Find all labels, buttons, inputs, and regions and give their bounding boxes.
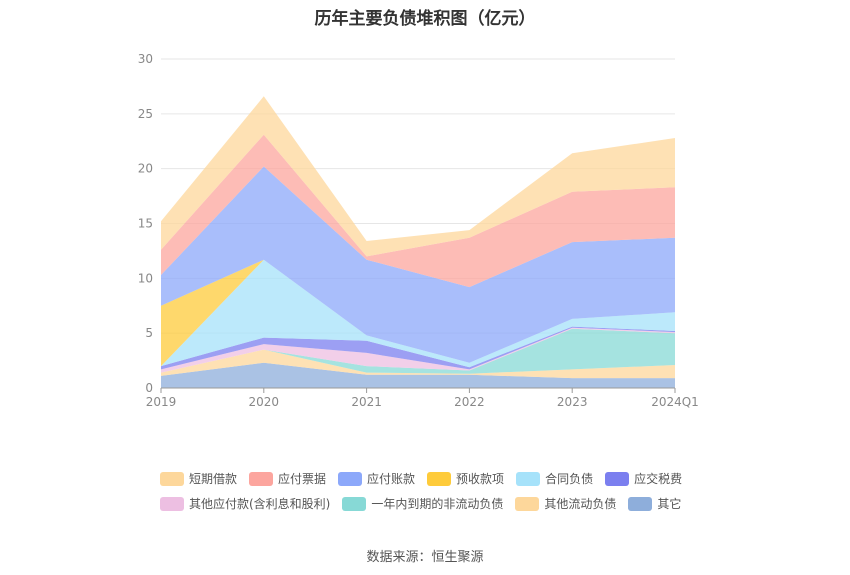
legend-item[interactable]: 应付账款 — [338, 470, 415, 487]
legend-swatch — [160, 471, 184, 486]
x-tick-label: 2020 — [249, 395, 280, 409]
legend-label: 其他流动负债 — [544, 497, 617, 511]
area-series — [161, 166, 675, 363]
legend-swatch — [342, 496, 367, 511]
legend-item[interactable]: 其他应付款(含利息和股利) — [160, 495, 330, 512]
x-tick-label: 2023 — [557, 395, 588, 409]
legend-label: 一年内到期的非流动负债 — [371, 497, 504, 511]
legend-item[interactable]: 其它 — [628, 495, 681, 512]
legend-label: 其它 — [657, 497, 682, 511]
legend: 短期借款 应付票据 应付账款 预收款项 合同负债 应交税费其他应付款(含利息和股利) 一年内… — [160, 470, 720, 512]
legend-item[interactable]: 预收款项 — [427, 470, 504, 487]
area-series — [161, 96, 675, 257]
source-note: 数据来源：恒生聚源 — [366, 550, 484, 565]
legend-swatch — [160, 496, 184, 511]
legend-label: 合同负债 — [545, 472, 594, 486]
area-series — [161, 362, 675, 388]
y-tick-label: 5 — [145, 326, 153, 340]
legend-swatch — [338, 471, 363, 486]
chart-title: 历年主要负债堆积图（亿元） — [314, 9, 536, 29]
legend-swatch — [628, 496, 653, 511]
legend-item[interactable]: 合同负债 — [516, 470, 593, 487]
legend-item[interactable]: 应付票据 — [249, 470, 326, 487]
legend-item[interactable]: 一年内到期的非流动负债 — [342, 495, 503, 512]
axes: 0 5 10 15 20 25 30 2019 2020 2021 2022 2023 2024Q1 — [138, 52, 699, 409]
legend-swatch — [249, 471, 274, 486]
y-tick-label: 10 — [138, 271, 153, 285]
area-series — [161, 349, 675, 379]
legend-swatch — [516, 471, 541, 486]
y-tick-label: 15 — [138, 217, 153, 231]
area-series-layer — [161, 96, 675, 388]
legend-label: 应交税费 — [634, 472, 683, 486]
area-series — [161, 327, 675, 373]
legend-item[interactable]: 短期借款 — [160, 470, 237, 487]
x-tick-label: 2019 — [146, 395, 177, 409]
area-series — [161, 326, 675, 370]
area-series — [161, 328, 675, 374]
x-tick-label: 2022 — [454, 395, 485, 409]
legend-label: 应付账款 — [367, 472, 416, 486]
y-tick-label: 30 — [138, 52, 153, 66]
area-series — [161, 259, 675, 368]
legend-item[interactable]: 其他流动负债 — [515, 495, 616, 512]
x-tick-label: 2021 — [351, 395, 382, 409]
legend-swatch — [605, 471, 630, 486]
legend-label: 短期借款 — [189, 472, 238, 486]
legend-label: 其他应付款(含利息和股利) — [189, 497, 331, 511]
legend-item[interactable]: 应交税费 — [605, 470, 682, 487]
x-tick-label: 2024Q1 — [651, 395, 699, 409]
legend-swatch — [427, 471, 452, 486]
legend-swatch — [515, 496, 540, 511]
legend-label: 预收款项 — [456, 472, 505, 486]
y-tick-label: 0 — [145, 381, 153, 395]
legend-label: 应付票据 — [278, 472, 327, 486]
y-tick-label: 25 — [138, 107, 153, 121]
y-tick-label: 20 — [138, 162, 153, 176]
area-series — [161, 134, 675, 288]
